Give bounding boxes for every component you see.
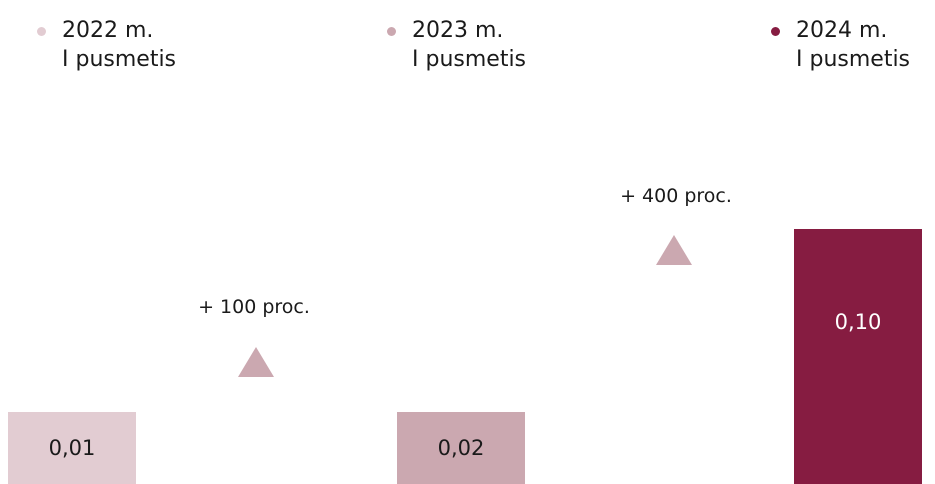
change-label-2023-2024: + 400 proc. <box>620 185 732 207</box>
legend-year-2023: 2023 m. <box>412 18 504 43</box>
legend-dot-2024-icon <box>771 27 780 36</box>
legend-item-2024: 2024 m. I pusmetis <box>771 16 911 74</box>
legend-year-2024: 2024 m. <box>796 18 888 43</box>
value-label-2023: 0,02 <box>438 436 485 460</box>
bar-2022 <box>8 412 136 484</box>
legend-item-2022: 2022 m. I pusmetis <box>37 16 177 74</box>
legend-period-2024: I pusmetis <box>796 47 911 72</box>
legend-item-2023: 2023 m. I pusmetis <box>387 16 527 74</box>
legend-year-2022: 2022 m. <box>62 18 154 43</box>
value-label-2022: 0,01 <box>49 436 96 460</box>
legend-dot-2023-icon <box>387 27 396 36</box>
change-up-triangle-icon-2022-2023 <box>238 347 274 377</box>
legend-period-2022: I pusmetis <box>62 47 177 72</box>
change-label-2022-2023: + 100 proc. <box>198 296 310 318</box>
legend-dot-2022-icon <box>37 27 46 36</box>
legend-period-2023: I pusmetis <box>412 47 527 72</box>
change-up-triangle-icon-2023-2024 <box>656 235 692 265</box>
bar-2023 <box>397 412 525 484</box>
value-label-2024: 0,10 <box>835 310 882 334</box>
bar-2024 <box>794 229 922 484</box>
